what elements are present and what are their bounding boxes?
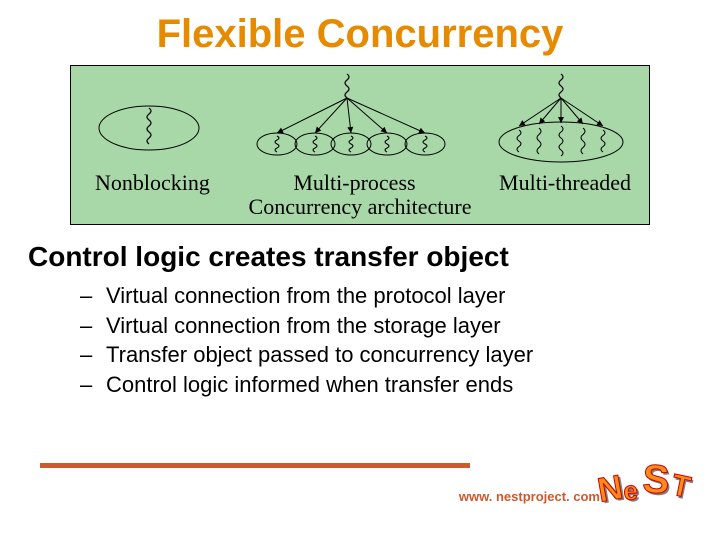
label-architecture: Concurrency architecture [71,194,649,220]
list-item: –Virtual connection from the storage lay… [80,311,720,341]
list-item: –Transfer object passed to concurrency l… [80,340,720,370]
bullet-text: Virtual connection from the storage laye… [106,311,501,341]
nest-logo: NNeeSSTT [592,450,702,520]
list-item: –Virtual connection from the protocol la… [80,281,720,311]
bullet-list: –Virtual connection from the protocol la… [0,279,720,400]
bullet-text: Virtual connection from the protocol lay… [106,281,505,311]
subtitle: Control logic creates transfer object [0,225,720,279]
list-item: –Control logic informed when transfer en… [80,370,720,400]
page-title: Flexible Concurrency [0,0,720,65]
svg-text:e: e [622,475,639,506]
label-nonblocking: Nonblocking [95,170,210,196]
label-multithreaded: Multi-threaded [499,170,631,196]
concurrency-diagram: Nonblocking Multi-process Multi-threaded… [70,65,650,225]
svg-text:S: S [642,457,671,502]
bullet-text: Control logic informed when transfer end… [106,370,513,400]
bullet-text: Transfer object passed to concurrency la… [106,340,533,370]
label-multiprocess: Multi-process [293,170,415,196]
footer-divider [40,463,470,468]
footer-url: www. nestproject. com [459,489,600,504]
